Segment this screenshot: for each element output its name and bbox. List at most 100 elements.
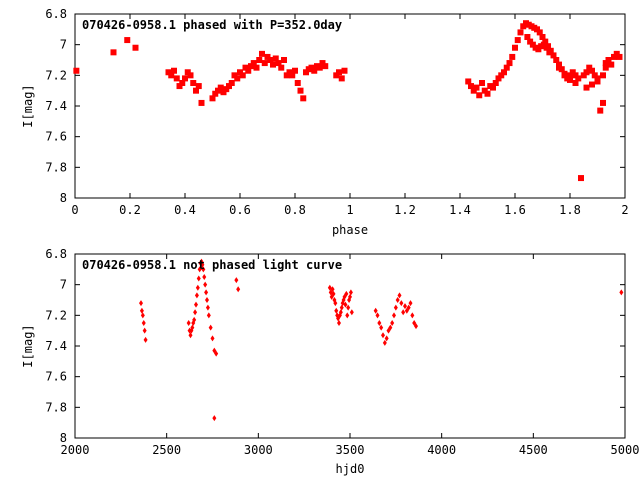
data-point bbox=[182, 75, 188, 82]
data-point bbox=[506, 60, 513, 67]
data-point bbox=[217, 84, 224, 91]
data-point bbox=[509, 53, 516, 60]
y-tick-label: 7.8 bbox=[45, 400, 67, 414]
data-point bbox=[333, 300, 338, 307]
data-point bbox=[375, 312, 380, 319]
data-point bbox=[187, 72, 194, 79]
x-tick-label: 0.4 bbox=[174, 203, 196, 217]
data-point bbox=[586, 64, 593, 71]
data-point bbox=[572, 80, 579, 86]
data-point bbox=[173, 75, 180, 82]
data-point bbox=[194, 301, 198, 308]
x-tick-label: 0.2 bbox=[119, 203, 141, 217]
data-point bbox=[384, 335, 389, 342]
axis-ticks: 0 0.2 0.4 0.6 0.8 1 1.2 1.4 1.6 1.8 2 6.8 7 7.2 7.4 7.6… bbox=[45, 7, 628, 217]
data-point bbox=[594, 78, 601, 85]
x-tick-label: 1.2 bbox=[394, 203, 416, 217]
data-point bbox=[589, 67, 595, 74]
data-point bbox=[214, 350, 219, 357]
data-point bbox=[253, 64, 260, 71]
data-point bbox=[613, 50, 620, 57]
data-point bbox=[344, 290, 349, 297]
data-point bbox=[517, 29, 524, 36]
x-axis-label: hjd0 bbox=[336, 462, 365, 476]
axis-ticks: 2000 2500 3000 3500 4000 4500 5000 6.8 7 7.2 7.4 7.… bbox=[45, 247, 639, 457]
data-point bbox=[209, 95, 216, 102]
data-point bbox=[619, 289, 624, 296]
data-point bbox=[591, 72, 598, 79]
data-point bbox=[319, 60, 326, 67]
x-tick-label: 3000 bbox=[244, 443, 273, 457]
data-point bbox=[195, 284, 200, 291]
x-tick-label: 2000 bbox=[61, 443, 90, 457]
data-point bbox=[600, 72, 606, 79]
data-point bbox=[338, 75, 345, 82]
data-point bbox=[556, 61, 562, 68]
data-point bbox=[339, 304, 344, 311]
data-point bbox=[481, 87, 488, 94]
x-tick-label: 2 bbox=[621, 203, 628, 217]
data-point bbox=[139, 300, 143, 307]
data-point bbox=[190, 80, 197, 86]
data-point bbox=[141, 320, 146, 326]
data-point bbox=[397, 292, 402, 299]
data-point bbox=[406, 304, 411, 311]
data-point bbox=[501, 69, 507, 76]
data-point bbox=[379, 324, 384, 331]
data-point bbox=[210, 335, 215, 342]
y-tick-label: 8 bbox=[60, 191, 67, 205]
data-point bbox=[498, 72, 505, 79]
y-tick-label: 7.6 bbox=[45, 130, 67, 144]
data-point bbox=[575, 75, 582, 82]
data-point bbox=[165, 69, 172, 76]
data-point bbox=[529, 41, 536, 48]
data-point bbox=[468, 83, 474, 90]
data-point bbox=[605, 57, 612, 63]
data-point bbox=[261, 60, 268, 67]
data-point bbox=[524, 34, 531, 40]
x-tick-label: 1 bbox=[346, 203, 353, 217]
data-point bbox=[316, 64, 323, 71]
data-point bbox=[401, 309, 406, 316]
data-point bbox=[343, 301, 348, 308]
y-axis-label: I[mag] bbox=[21, 324, 35, 367]
data-point bbox=[377, 320, 382, 326]
data-point bbox=[259, 50, 265, 57]
data-point bbox=[234, 75, 241, 82]
data-point bbox=[542, 38, 549, 45]
data-point bbox=[176, 83, 183, 90]
data-point bbox=[186, 320, 191, 326]
y-tick-label: 7.4 bbox=[45, 99, 67, 113]
y-tick-label: 7.6 bbox=[45, 370, 67, 384]
data-point bbox=[283, 72, 290, 79]
plot-frame bbox=[74, 253, 626, 439]
data-point bbox=[540, 41, 547, 48]
data-point bbox=[520, 23, 527, 30]
data-point bbox=[206, 312, 211, 319]
data-point bbox=[195, 83, 202, 90]
data-point bbox=[341, 67, 348, 74]
data-point bbox=[205, 297, 209, 303]
x-tick-label: 4000 bbox=[427, 443, 456, 457]
data-point bbox=[616, 53, 623, 60]
data-point bbox=[272, 55, 279, 62]
data-point bbox=[534, 26, 540, 33]
data-point bbox=[215, 87, 221, 94]
x-axis-label: phase bbox=[332, 223, 368, 237]
data-point bbox=[124, 37, 131, 44]
data-point bbox=[143, 336, 148, 343]
data-point bbox=[171, 67, 177, 74]
data-point bbox=[267, 57, 274, 63]
data-point bbox=[228, 80, 235, 86]
data-point bbox=[602, 64, 609, 71]
data-point bbox=[583, 84, 590, 91]
phased-light-curve-panel: 0 0.2 0.4 0.6 0.8 1 1.2 1.4 1.6 1.8 2 6.8 7 7.2 7.4 7.6… bbox=[21, 7, 629, 237]
data-point bbox=[236, 286, 241, 293]
y-tick-label: 7 bbox=[60, 278, 67, 292]
data-point bbox=[536, 29, 543, 36]
y-tick-label: 6.8 bbox=[45, 247, 67, 261]
data-point bbox=[572, 72, 579, 79]
data-point bbox=[589, 81, 595, 88]
data-point bbox=[193, 87, 199, 94]
data-point bbox=[239, 72, 246, 79]
